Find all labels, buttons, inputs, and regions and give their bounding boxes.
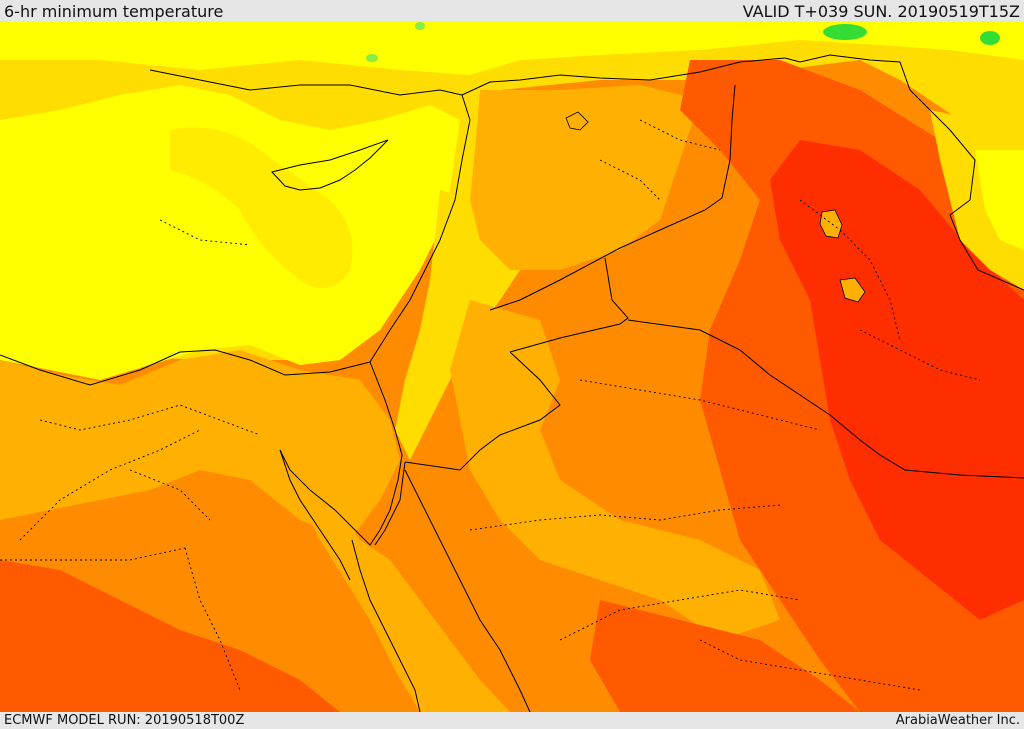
syria-amber (470, 85, 700, 270)
mediterranean-gold-patches (170, 127, 353, 288)
lake-1 (819, 209, 843, 239)
green-spot-3 (366, 54, 378, 62)
green-spot-4 (415, 22, 425, 30)
south-arabia-warm (590, 600, 860, 712)
map-title: 6-hr minimum temperature (4, 2, 224, 21)
north-yellow-band (0, 21, 1024, 75)
credit: ArabiaWeather Inc. (895, 713, 1020, 728)
footer-bar: ECMWF MODEL RUN: 20190518T00Z ArabiaWeat… (0, 712, 1024, 729)
borders (0, 54, 1024, 712)
header-bar: 6-hr minimum temperature VALID T+039 SUN… (0, 0, 1024, 21)
levant-coast (395, 190, 520, 460)
green-spot-1 (823, 24, 867, 40)
temperature-map[interactable] (0, 21, 1024, 712)
zagros-bright (975, 150, 1024, 250)
province-lines (0, 119, 981, 691)
mediterranean-sea (0, 85, 460, 380)
green-spot-2 (980, 31, 1000, 45)
cyprus-island (271, 139, 389, 191)
iraq-hot (770, 140, 1024, 620)
arabia-amber (450, 300, 780, 640)
valid-time: VALID T+039 SUN. 20190519T15Z (742, 2, 1020, 21)
lake-2 (839, 277, 866, 303)
model-run: ECMWF MODEL RUN: 20190518T00Z (4, 713, 245, 728)
red-sea (290, 450, 510, 712)
lake-3 (565, 111, 589, 131)
south-warm (0, 560, 340, 712)
